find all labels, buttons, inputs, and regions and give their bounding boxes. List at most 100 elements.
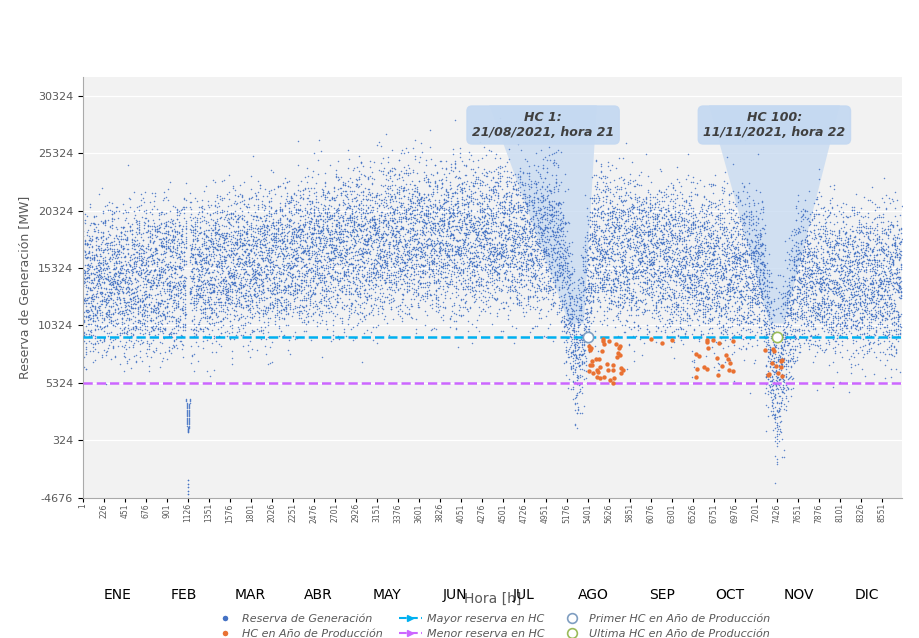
Point	[885, 281, 900, 292]
Point	[722, 294, 737, 304]
Point	[582, 235, 596, 245]
Point	[664, 235, 679, 245]
Point	[343, 298, 357, 308]
Point	[219, 209, 233, 219]
Point	[83, 220, 97, 230]
Point	[607, 285, 622, 295]
Point	[451, 267, 466, 278]
Point	[650, 297, 664, 308]
Point	[408, 269, 423, 279]
Point	[108, 262, 123, 272]
Point	[439, 229, 454, 239]
Point	[138, 294, 153, 304]
Point	[446, 230, 460, 241]
Point	[122, 272, 137, 283]
Point	[728, 281, 743, 292]
Point	[330, 297, 345, 307]
Point	[766, 320, 780, 330]
Point	[891, 312, 905, 322]
Point	[149, 248, 164, 258]
Point	[228, 211, 243, 221]
Point	[639, 262, 653, 272]
Point	[383, 225, 398, 235]
Point	[859, 258, 874, 268]
Point	[688, 306, 703, 316]
Point	[107, 208, 121, 218]
Point	[596, 315, 611, 325]
Point	[391, 266, 406, 276]
Point	[823, 278, 838, 288]
Point	[466, 242, 481, 253]
Point	[595, 283, 609, 293]
Point	[192, 246, 207, 256]
Point	[601, 303, 616, 313]
Point	[667, 202, 682, 212]
Point	[785, 336, 800, 346]
Point	[676, 293, 691, 303]
Point	[686, 290, 700, 300]
Point	[833, 255, 847, 265]
Point	[200, 232, 215, 242]
Point	[709, 293, 723, 303]
Point	[199, 323, 214, 333]
Point	[806, 301, 821, 311]
Point	[404, 193, 419, 204]
Point	[154, 242, 169, 253]
Point	[122, 260, 137, 270]
Point	[406, 249, 421, 260]
Point	[130, 229, 144, 239]
Point	[375, 218, 390, 228]
Point	[541, 179, 556, 189]
Point	[556, 359, 571, 369]
Point	[626, 202, 641, 212]
Point	[296, 272, 311, 282]
Point	[713, 338, 728, 348]
Point	[370, 230, 385, 240]
Point	[441, 260, 456, 271]
Point	[684, 356, 698, 366]
Point	[671, 225, 686, 235]
Point	[569, 314, 584, 324]
Point	[424, 271, 438, 281]
Point	[120, 248, 135, 258]
Point	[714, 262, 729, 272]
Point	[485, 172, 500, 182]
Point	[730, 191, 744, 202]
Point	[751, 297, 766, 307]
Point	[675, 271, 690, 281]
Point	[119, 235, 134, 245]
Point	[660, 206, 675, 216]
Point	[91, 260, 106, 271]
Point	[419, 241, 434, 251]
Point	[819, 247, 834, 257]
Point	[348, 269, 363, 279]
Point	[470, 247, 484, 257]
Point	[81, 329, 96, 339]
Point	[190, 296, 205, 306]
Point	[599, 359, 614, 369]
Point	[889, 265, 903, 276]
Point	[597, 248, 612, 258]
Point	[160, 298, 175, 308]
Point	[497, 161, 512, 171]
Point	[460, 245, 474, 255]
Point	[411, 232, 425, 242]
Point	[720, 285, 734, 295]
Point	[690, 300, 705, 310]
Point	[880, 293, 895, 303]
Point	[676, 273, 691, 283]
Point	[175, 237, 189, 247]
Point	[104, 284, 119, 294]
Point	[255, 267, 269, 277]
Point	[329, 235, 344, 246]
Point	[797, 263, 811, 273]
Point	[523, 219, 538, 230]
Point	[838, 345, 853, 355]
Point	[385, 241, 400, 251]
Point	[471, 234, 486, 244]
Point	[827, 320, 842, 330]
Point	[169, 227, 184, 237]
Point	[703, 199, 718, 209]
Point	[298, 293, 312, 303]
Point	[394, 172, 409, 182]
